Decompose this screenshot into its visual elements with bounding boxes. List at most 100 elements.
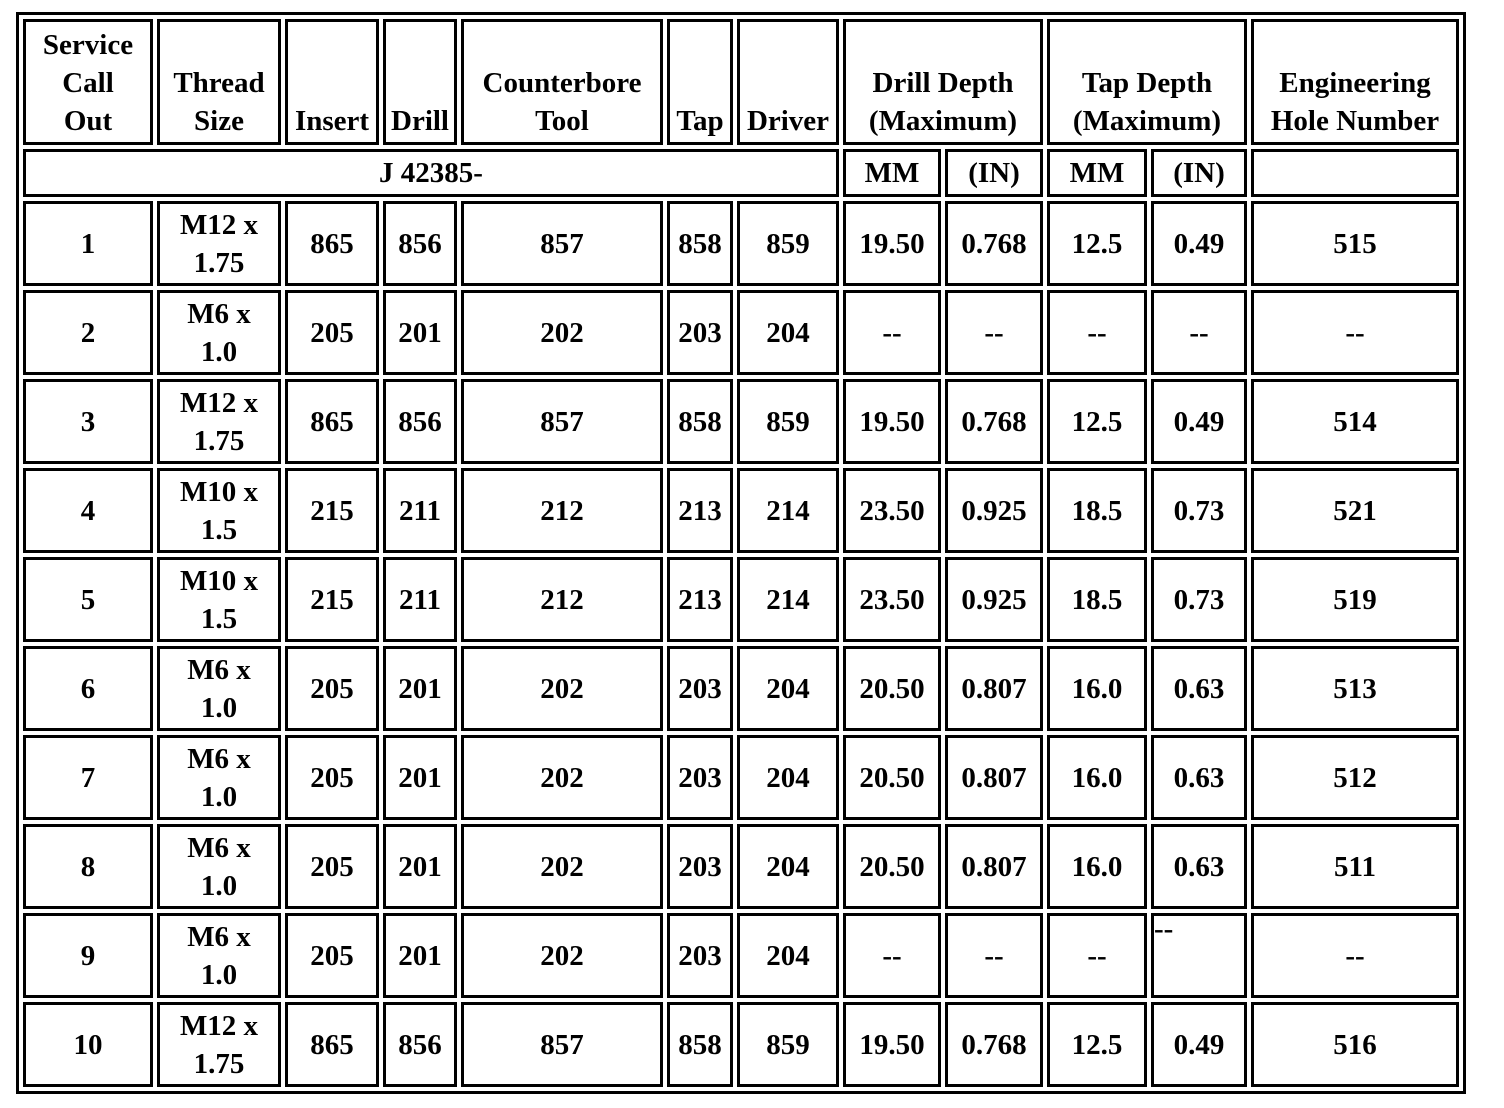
cell-counterbore-tool: 857	[461, 1002, 663, 1087]
cell-drill-depth-mm: 19.50	[843, 379, 941, 464]
cell-service-call-out: 7	[23, 735, 153, 820]
cell-insert: 205	[285, 735, 379, 820]
cell-tap-depth-mm: 12.5	[1047, 1002, 1147, 1087]
cell-insert: 215	[285, 468, 379, 553]
cell-tap: 203	[667, 824, 733, 909]
cell-tap-depth-mm: 18.5	[1047, 557, 1147, 642]
cell-counterbore-tool: 202	[461, 913, 663, 998]
cell-tap-depth-mm: 16.0	[1047, 735, 1147, 820]
cell-insert: 865	[285, 379, 379, 464]
cell-thread-size: M10 x 1.5	[157, 557, 281, 642]
table-row: 6 M6 x 1.0 205 201 202 203 204 20.50 0.807 16.0 0.6…	[23, 646, 1459, 731]
cell-service-call-out: 3	[23, 379, 153, 464]
table-row: 7 M6 x 1.0 205 201 202 203 204 20.50 0.807 16.0 0.6…	[23, 735, 1459, 820]
tool-number-prefix: J 42385-	[23, 149, 839, 197]
cell-drill-depth-in: 0.768	[945, 379, 1043, 464]
cell-drill-depth-mm: 20.50	[843, 824, 941, 909]
cell-tap-depth-mm: 16.0	[1047, 824, 1147, 909]
cell-service-call-out: 10	[23, 1002, 153, 1087]
cell-driver: 859	[737, 379, 839, 464]
cell-drill-depth-in: 0.925	[945, 557, 1043, 642]
cell-tap-depth-in: 0.63	[1151, 646, 1247, 731]
cell-tap-depth-in: 0.49	[1151, 1002, 1247, 1087]
cell-drill-depth-mm: --	[843, 290, 941, 375]
cell-insert: 865	[285, 1002, 379, 1087]
cell-drill-depth-in: --	[945, 913, 1043, 998]
drill-depth-in-unit: (IN)	[945, 149, 1043, 197]
cell-thread-size: M12 x 1.75	[157, 379, 281, 464]
cell-drill: 856	[383, 379, 457, 464]
cell-engineering-hole-number: 519	[1251, 557, 1459, 642]
cell-engineering-hole-number: --	[1251, 913, 1459, 998]
cell-tap-depth-mm: 18.5	[1047, 468, 1147, 553]
header-insert: Insert	[285, 19, 379, 145]
cell-engineering-hole-number: 512	[1251, 735, 1459, 820]
cell-drill-depth-mm: 19.50	[843, 201, 941, 286]
cell-insert: 205	[285, 913, 379, 998]
cell-insert: 865	[285, 201, 379, 286]
cell-service-call-out: 1	[23, 201, 153, 286]
header-thread-size: Thread Size	[157, 19, 281, 145]
cell-tap-depth-in: 0.63	[1151, 735, 1247, 820]
cell-drill: 201	[383, 913, 457, 998]
cell-drill-depth-in: 0.807	[945, 735, 1043, 820]
cell-driver: 859	[737, 1002, 839, 1087]
cell-counterbore-tool: 212	[461, 468, 663, 553]
cell-drill: 201	[383, 290, 457, 375]
cell-tap-depth-in: --	[1151, 290, 1247, 375]
cell-tap-depth-mm: 16.0	[1047, 646, 1147, 731]
cell-insert: 205	[285, 290, 379, 375]
header-engineering-hole-number: Engineering Hole Number	[1251, 19, 1459, 145]
cell-tap: 858	[667, 1002, 733, 1087]
cell-counterbore-tool: 857	[461, 379, 663, 464]
cell-tap-depth-in: 0.49	[1151, 201, 1247, 286]
cell-thread-size: M6 x 1.0	[157, 824, 281, 909]
cell-driver: 204	[737, 646, 839, 731]
table-row: 9 M6 x 1.0 205 201 202 203 204 -- -- -- -- --	[23, 913, 1459, 998]
cell-tap-depth-in: 0.49	[1151, 379, 1247, 464]
cell-driver: 204	[737, 735, 839, 820]
cell-drill-depth-in: 0.807	[945, 646, 1043, 731]
cell-counterbore-tool: 202	[461, 824, 663, 909]
header-service-call-out: Service Call Out	[23, 19, 153, 145]
cell-tap: 213	[667, 468, 733, 553]
table-row: 1 M12 x 1.75 865 856 857 858 859 19.50 0.768 12.5 0…	[23, 201, 1459, 286]
cell-service-call-out: 9	[23, 913, 153, 998]
cell-driver: 204	[737, 290, 839, 375]
header-drill: Drill	[383, 19, 457, 145]
cell-tap: 858	[667, 201, 733, 286]
cell-thread-size: M12 x 1.75	[157, 1002, 281, 1087]
cell-thread-size: M10 x 1.5	[157, 468, 281, 553]
cell-tap-depth-in: 0.63	[1151, 824, 1247, 909]
cell-tap-depth-in: 0.73	[1151, 557, 1247, 642]
cell-tap: 203	[667, 735, 733, 820]
cell-driver: 214	[737, 557, 839, 642]
cell-driver: 859	[737, 201, 839, 286]
cell-tap: 203	[667, 646, 733, 731]
cell-thread-size: M6 x 1.0	[157, 735, 281, 820]
cell-tap: 858	[667, 379, 733, 464]
cell-thread-size: M6 x 1.0	[157, 646, 281, 731]
cell-drill-depth-mm: 20.50	[843, 646, 941, 731]
cell-tap-depth-mm: --	[1047, 290, 1147, 375]
cell-engineering-hole-number: 511	[1251, 824, 1459, 909]
cell-thread-size: M6 x 1.0	[157, 913, 281, 998]
header-counterbore-tool: Counterbore Tool	[461, 19, 663, 145]
cell-drill-depth-in: 0.807	[945, 824, 1043, 909]
cell-drill-depth-in: 0.768	[945, 1002, 1043, 1087]
cell-engineering-hole-number: --	[1251, 290, 1459, 375]
cell-tap-depth-in: --	[1151, 913, 1247, 998]
cell-driver: 214	[737, 468, 839, 553]
cell-drill-depth-in: --	[945, 290, 1043, 375]
header-driver: Driver	[737, 19, 839, 145]
cell-drill: 211	[383, 557, 457, 642]
cell-counterbore-tool: 202	[461, 290, 663, 375]
cell-tap: 213	[667, 557, 733, 642]
table-row: 2 M6 x 1.0 205 201 202 203 204 -- -- -- -- --	[23, 290, 1459, 375]
cell-insert: 215	[285, 557, 379, 642]
cell-counterbore-tool: 202	[461, 646, 663, 731]
cell-drill: 856	[383, 201, 457, 286]
tool-specification-table: Service Call Out Thread Size Insert Drill C…	[16, 12, 1466, 1094]
cell-driver: 204	[737, 913, 839, 998]
header-drill-depth: Drill Depth (Maximum)	[843, 19, 1043, 145]
